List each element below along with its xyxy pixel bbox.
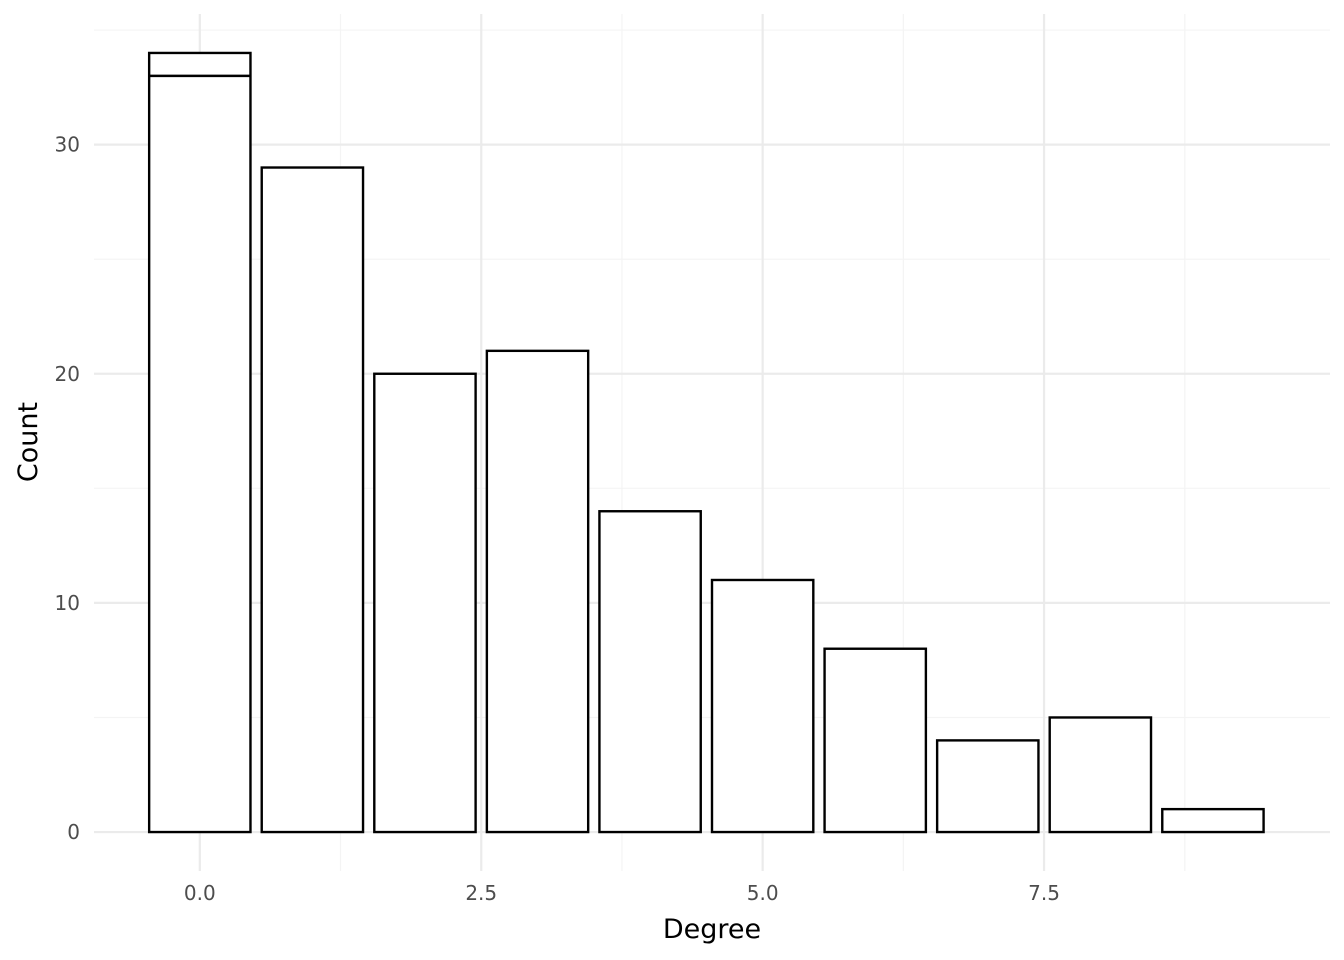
bar-degree-5 <box>710 578 815 834</box>
bars <box>147 51 1265 834</box>
bar-degree-8 <box>1048 716 1153 834</box>
y-axis-title: Count <box>13 402 44 482</box>
bar-degree-4 <box>598 510 702 834</box>
x-tick-label: 7.5 <box>1028 881 1060 905</box>
bar-degree-2 <box>373 372 477 834</box>
bar-degree-1 <box>260 166 365 834</box>
y-tick-label: 30 <box>55 133 80 157</box>
y-tick-label: 0 <box>67 820 80 844</box>
x-axis-title: Degree <box>663 914 761 945</box>
bar-degree-0 <box>147 51 252 834</box>
x-tick-label: 5.0 <box>747 881 779 905</box>
x-tick-label: 0.0 <box>184 881 216 905</box>
bar-degree-6 <box>823 647 928 834</box>
x-tick-label: 2.5 <box>465 881 497 905</box>
y-tick-label: 20 <box>55 362 80 386</box>
y-tick-label: 10 <box>55 591 80 615</box>
x-axis-tick-labels: 0.0 2.5 5.0 7.5 <box>184 881 1060 905</box>
y-axis-tick-labels: 0 10 20 30 <box>55 133 80 844</box>
bar-degree-7 <box>935 739 1040 834</box>
bar-degree-3 <box>485 349 590 834</box>
bar-degree-9 <box>1161 807 1265 834</box>
